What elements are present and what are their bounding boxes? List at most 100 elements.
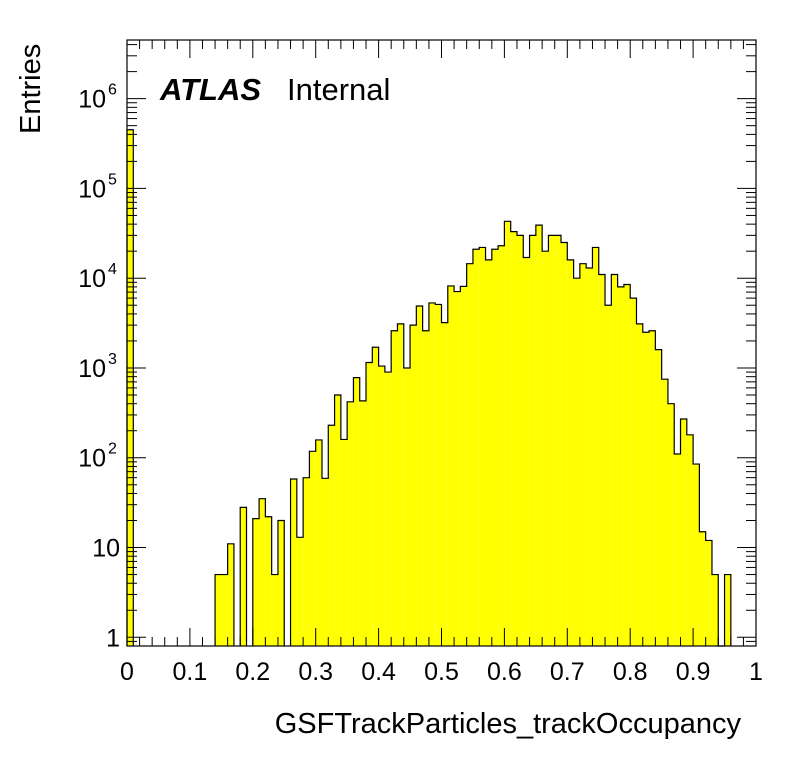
histogram-bin (699, 531, 706, 646)
histogram-bin (605, 305, 612, 646)
y-tick-label-exponent: 6 (108, 82, 117, 99)
y-axis-ticks (127, 44, 756, 647)
histogram-bin (680, 419, 687, 646)
y-tick-label: 10 (92, 535, 120, 563)
histogram-bin (340, 439, 348, 646)
histogram-bin (724, 574, 731, 646)
histogram-bin (561, 242, 568, 647)
histogram-bars (126, 129, 732, 647)
histogram-bin (529, 235, 536, 646)
histogram-bin (504, 221, 511, 647)
histogram-bin (447, 285, 455, 646)
histogram-bin (290, 478, 297, 646)
histogram-bin (403, 367, 411, 646)
histogram-bin (303, 477, 310, 646)
histogram-bin (479, 247, 486, 647)
histogram-bin (579, 263, 587, 646)
histogram-bin (693, 464, 700, 646)
histogram-bin (366, 362, 373, 646)
y-tick-label: 10 2 (78, 441, 117, 473)
histogram-bin (498, 245, 505, 646)
histogram-bin (510, 231, 517, 646)
x-axis-tick-labels: 0 0.1 0.2 0.3 0.4 0.5 0.6 0.7 0.8 0.9 1 (120, 658, 763, 686)
y-tick-label: 10 6 (78, 82, 117, 114)
histogram-bin (334, 394, 341, 646)
histogram-bin (705, 540, 712, 646)
histogram-bin (321, 478, 329, 646)
histogram-bin (598, 274, 606, 646)
histogram-bin (548, 235, 555, 646)
histogram-bin (309, 451, 316, 646)
histogram-bin (353, 377, 360, 646)
x-tick-label: 1 (749, 658, 763, 686)
histogram-bin (441, 322, 448, 646)
histogram-bin (277, 520, 285, 646)
histogram-bin (416, 306, 423, 646)
x-tick-label: 0 (120, 658, 134, 686)
histogram-bin (215, 574, 222, 646)
histogram-bin (630, 298, 637, 646)
x-tick-label: 0.4 (361, 658, 396, 686)
y-tick-label: 10 4 (78, 261, 117, 293)
y-tick-label-exponent: 2 (108, 441, 117, 458)
x-tick-label: 0.3 (298, 658, 333, 686)
y-tick-label-exponent: 4 (108, 261, 117, 278)
histogram-outline (126, 129, 732, 647)
histogram-bin (240, 507, 247, 646)
x-axis-title: GSFTrackParticles_trackOccupancy (275, 708, 742, 740)
histogram-bin (347, 401, 354, 646)
histogram-bin (378, 366, 385, 646)
histogram-bin (711, 574, 719, 646)
y-axis-title: Entries (15, 44, 47, 134)
histogram-bin (674, 454, 681, 646)
histogram-bin (573, 278, 580, 646)
y-tick-label-base: 1 (106, 624, 120, 652)
atlas-label: ATLAS (159, 72, 261, 107)
histogram-bin (642, 332, 650, 646)
histogram-bin (315, 439, 322, 646)
histogram-bin (265, 516, 272, 646)
x-tick-label: 0.7 (550, 658, 585, 686)
histogram-bin (252, 518, 260, 646)
histogram-bin (422, 330, 429, 646)
histogram-bin (372, 347, 379, 646)
histogram-bin (472, 249, 480, 647)
histogram-bin (649, 330, 656, 646)
y-tick-label-exponent: 3 (108, 351, 117, 368)
histogram-bin (259, 498, 266, 646)
y-tick-label: 1 (106, 624, 120, 652)
histogram-bin (359, 400, 367, 646)
histogram-bin (592, 247, 599, 647)
x-axis-ticks (126, 40, 757, 646)
y-tick-label-base: 10 (78, 355, 106, 383)
histogram-bin (655, 349, 662, 646)
histogram-bin (428, 302, 436, 646)
y-tick-label-base: 10 (78, 175, 106, 203)
histogram-bin (391, 330, 398, 646)
histogram-bin (611, 274, 618, 646)
histogram-bin (397, 323, 404, 646)
y-tick-label-exponent: 5 (108, 171, 117, 188)
internal-label: Internal (287, 72, 390, 107)
histogram-bin (686, 434, 694, 646)
histogram-bin (636, 323, 643, 646)
histogram-bin (221, 574, 228, 646)
histogram-bin (454, 291, 461, 646)
histogram-bin (271, 574, 278, 646)
y-tick-label-base: 10 (78, 445, 106, 473)
histogram-bin (435, 304, 442, 646)
histogram-bin (516, 235, 524, 646)
histogram-bin (542, 251, 549, 646)
histogram-bin (535, 225, 543, 646)
x-tick-label: 0.5 (424, 658, 459, 686)
histogram-bin (586, 267, 593, 646)
histogram-bin (617, 286, 624, 646)
histogram-bin (328, 425, 335, 646)
histogram-bin (491, 249, 499, 647)
x-tick-label: 0.2 (235, 658, 270, 686)
histogram-bin (567, 259, 574, 646)
histogram-bin (296, 537, 304, 646)
histogram-bin (623, 284, 631, 646)
